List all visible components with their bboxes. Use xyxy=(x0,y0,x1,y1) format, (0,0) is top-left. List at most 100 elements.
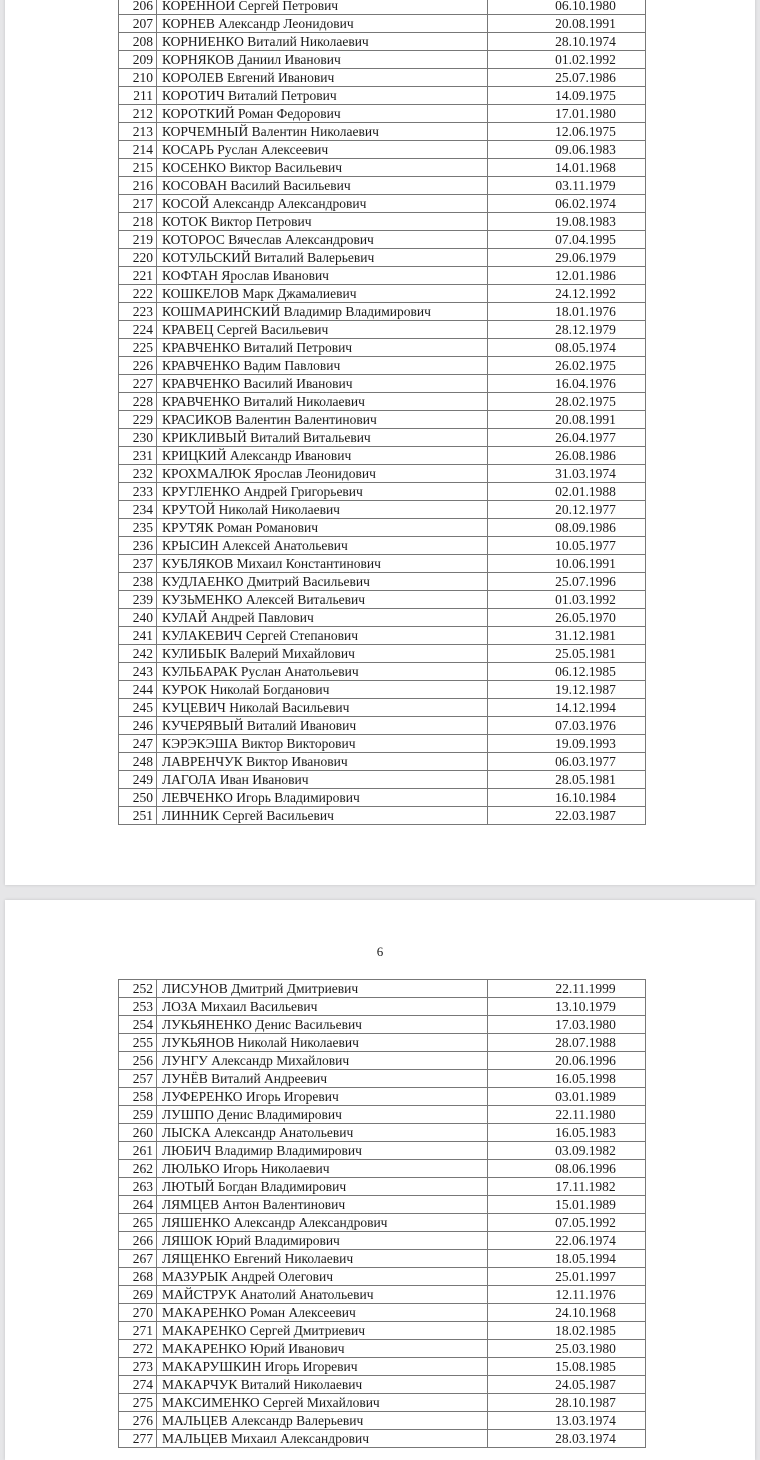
table-row: 263 ЛЮТЫЙ Богдан Владимирович 17.11.1982 xyxy=(118,1177,646,1196)
full-name: ЛЮТЫЙ Богдан Владимирович xyxy=(156,1177,488,1196)
birth-date: 14.09.1975 xyxy=(487,86,646,105)
row-number: 216 xyxy=(118,176,157,195)
table-row: 213 КОРЧЕМНЫЙ Валентин Николаевич 12.06.19… xyxy=(118,122,646,141)
birth-date: 07.05.1992 xyxy=(487,1213,646,1232)
birth-date: 15.01.1989 xyxy=(487,1195,646,1214)
full-name: КОТУЛЬСКИЙ Виталий Валерьевич xyxy=(156,248,488,267)
row-number: 269 xyxy=(118,1285,157,1304)
table-row: 270 МАКАРЕНКО Роман Алексеевич 24.10.1968 xyxy=(118,1303,646,1322)
table-row: 273 МАКАРУШКИН Игорь Игоревич 15.08.1985 xyxy=(118,1357,646,1376)
row-number: 206 xyxy=(118,0,157,15)
full-name: МАЛЬЦЕВ Александр Валерьевич xyxy=(156,1411,488,1430)
full-name: КОСЕНКО Виктор Васильевич xyxy=(156,158,488,177)
table-row: 239 КУЗЬМЕНКО Алексей Витальевич 01.03.199… xyxy=(118,590,646,609)
birth-date: 20.12.1977 xyxy=(487,500,646,519)
full-name: ЛУФЕРЕНКО Игорь Игоревич xyxy=(156,1087,488,1106)
full-name: КОСОЙ Александр Александрович xyxy=(156,194,488,213)
birth-date: 15.08.1985 xyxy=(487,1357,646,1376)
full-name: МАКАРЕНКО Роман Алексеевич xyxy=(156,1303,488,1322)
row-number: 215 xyxy=(118,158,157,177)
row-number: 225 xyxy=(118,338,157,357)
table-row: 229 КРАСИКОВ Валентин Валентинович 20.08.1… xyxy=(118,410,646,429)
birth-date: 22.11.1999 xyxy=(487,979,646,998)
row-number: 260 xyxy=(118,1123,157,1142)
full-name: КОРОТКИЙ Роман Федорович xyxy=(156,104,488,123)
birth-date: 18.02.1985 xyxy=(487,1321,646,1340)
table-row: 276 МАЛЬЦЕВ Александр Валерьевич 13.03.197… xyxy=(118,1411,646,1430)
birth-date: 28.07.1988 xyxy=(487,1033,646,1052)
birth-date: 20.06.1996 xyxy=(487,1051,646,1070)
full-name: КРОХМАЛЮК Ярослав Леонидович xyxy=(156,464,488,483)
birth-date: 26.08.1986 xyxy=(487,446,646,465)
table-row: 265 ЛЯШЕНКО Александр Александрович 07.05.… xyxy=(118,1213,646,1232)
full-name: МАЛЬЦЕВ Михаил Александрович xyxy=(156,1429,488,1448)
full-name: КРАВЕЦ Сергей Васильевич xyxy=(156,320,488,339)
birth-date: 14.01.1968 xyxy=(487,158,646,177)
birth-date: 19.08.1983 xyxy=(487,212,646,231)
birth-date: 19.12.1987 xyxy=(487,680,646,699)
row-number: 235 xyxy=(118,518,157,537)
birth-date: 09.06.1983 xyxy=(487,140,646,159)
row-number: 237 xyxy=(118,554,157,573)
full-name: ЛЕВЧЕНКО Игорь Владимирович xyxy=(156,788,488,807)
birth-date: 08.06.1996 xyxy=(487,1159,646,1178)
table-row: 215 КОСЕНКО Виктор Васильевич 14.01.1968 xyxy=(118,158,646,177)
birth-date: 10.05.1977 xyxy=(487,536,646,555)
row-number: 264 xyxy=(118,1195,157,1214)
birth-date: 12.06.1975 xyxy=(487,122,646,141)
table-row: 253 ЛОЗА Михаил Васильевич 13.10.1979 xyxy=(118,997,646,1016)
birth-date: 25.01.1997 xyxy=(487,1267,646,1286)
row-number: 265 xyxy=(118,1213,157,1232)
full-name: КОТОК Виктор Петрович xyxy=(156,212,488,231)
table-row: 237 КУБЛЯКОВ Михаил Константинович 10.06.1… xyxy=(118,554,646,573)
full-name: КОРОЛЕВ Евгений Иванович xyxy=(156,68,488,87)
birth-date: 20.08.1991 xyxy=(487,410,646,429)
table-row: 249 ЛАГОЛА Иван Иванович 28.05.1981 xyxy=(118,770,646,789)
row-number: 218 xyxy=(118,212,157,231)
birth-date: 18.05.1994 xyxy=(487,1249,646,1268)
full-name: КРЫСИН Алексей Анатольевич xyxy=(156,536,488,555)
row-number: 276 xyxy=(118,1411,157,1430)
full-name: ЛУКЬЯНЕНКО Денис Васильевич xyxy=(156,1015,488,1034)
birth-date: 07.03.1976 xyxy=(487,716,646,735)
table-row: 246 КУЧЕРЯВЫЙ Виталий Иванович 07.03.1976 xyxy=(118,716,646,735)
birth-date: 31.12.1981 xyxy=(487,626,646,645)
table-row: 256 ЛУНГУ Александр Михайлович 20.06.1996 xyxy=(118,1051,646,1070)
full-name: КОСАРЬ Руслан Алексеевич xyxy=(156,140,488,159)
table-row: 238 КУДЛАЕНКО Дмитрий Васильевич 25.07.199… xyxy=(118,572,646,591)
full-name: ЛЯМЦЕВ Антон Валентинович xyxy=(156,1195,488,1214)
row-number: 207 xyxy=(118,14,157,33)
row-number: 224 xyxy=(118,320,157,339)
table-row: 232 КРОХМАЛЮК Ярослав Леонидович 31.03.197… xyxy=(118,464,646,483)
row-number: 250 xyxy=(118,788,157,807)
row-number: 272 xyxy=(118,1339,157,1358)
full-name: КУЛИБЫК Валерий Михайлович xyxy=(156,644,488,663)
row-number: 227 xyxy=(118,374,157,393)
birth-date: 16.10.1984 xyxy=(487,788,646,807)
full-name: ЛЫСКА Александр Анатольевич xyxy=(156,1123,488,1142)
table-row: 209 КОРНЯКОВ Даниил Иванович 01.02.1992 xyxy=(118,50,646,69)
table-row: 269 МАЙСТРУК Анатолий Анатольевич 12.11.19… xyxy=(118,1285,646,1304)
full-name: КОРЕННОЙ Сергей Петрович xyxy=(156,0,488,15)
row-number: 242 xyxy=(118,644,157,663)
row-number: 234 xyxy=(118,500,157,519)
full-name: КОРЧЕМНЫЙ Валентин Николаевич xyxy=(156,122,488,141)
table-row: 266 ЛЯШОК Юрий Владимирович 22.06.1974 xyxy=(118,1231,646,1250)
row-number: 258 xyxy=(118,1087,157,1106)
row-number: 226 xyxy=(118,356,157,375)
row-number: 246 xyxy=(118,716,157,735)
full-name: МАКАРУШКИН Игорь Игоревич xyxy=(156,1357,488,1376)
row-number: 236 xyxy=(118,536,157,555)
birth-date: 02.01.1988 xyxy=(487,482,646,501)
full-name: ЛУШПО Денис Владимирович xyxy=(156,1105,488,1124)
row-number: 228 xyxy=(118,392,157,411)
full-name: МАКАРЕНКО Сергей Дмитриевич xyxy=(156,1321,488,1340)
table-row: 259 ЛУШПО Денис Владимирович 22.11.1980 xyxy=(118,1105,646,1124)
full-name: КОРНЯКОВ Даниил Иванович xyxy=(156,50,488,69)
row-number: 223 xyxy=(118,302,157,321)
full-name: ЛЮБИЧ Владимир Владимирович xyxy=(156,1141,488,1160)
birth-date: 06.10.1980 xyxy=(487,0,646,15)
full-name: МАКАРЧУК Виталий Николаевич xyxy=(156,1375,488,1394)
birth-date: 24.05.1987 xyxy=(487,1375,646,1394)
table-row: 218 КОТОК Виктор Петрович 19.08.1983 xyxy=(118,212,646,231)
